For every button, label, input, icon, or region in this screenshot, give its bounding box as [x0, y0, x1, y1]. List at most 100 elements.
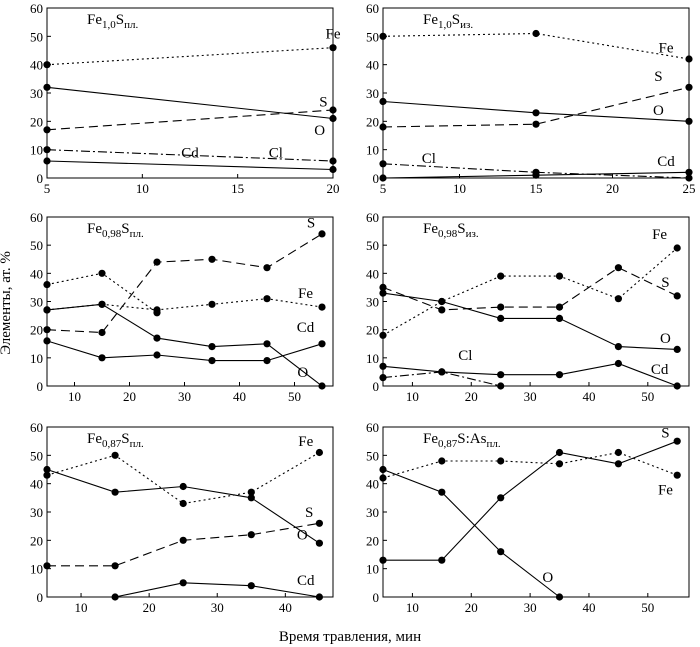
- series-line: [46, 86, 334, 120]
- y-tick-label: 60: [30, 210, 43, 225]
- data-point: [98, 269, 106, 277]
- y-tick-label: 40: [30, 477, 43, 492]
- data-point: [43, 337, 51, 345]
- series-label: Cl: [422, 151, 436, 167]
- data-point: [379, 556, 387, 564]
- x-tick-label: 25: [683, 181, 696, 196]
- series-label: Fe: [658, 482, 673, 498]
- x-tick-label: 20: [465, 600, 478, 615]
- data-point: [179, 579, 187, 587]
- series-line: [382, 247, 678, 336]
- data-point: [438, 306, 446, 314]
- data-point: [315, 539, 323, 547]
- series-line: [114, 582, 320, 598]
- y-tick-label: 40: [30, 58, 43, 73]
- series-line: [383, 440, 678, 561]
- data-point: [315, 448, 323, 457]
- data-point: [43, 306, 51, 314]
- data-point: [263, 264, 271, 272]
- y-tick-label: 0: [373, 590, 380, 605]
- data-point: [379, 374, 387, 382]
- data-point: [111, 562, 119, 570]
- y-tick-label: 10: [30, 351, 43, 366]
- x-tick-label: 30: [211, 600, 224, 615]
- data-point: [497, 272, 505, 280]
- series-label: S: [319, 95, 327, 111]
- x-tick-label: 40: [582, 389, 595, 404]
- data-point: [497, 494, 505, 502]
- y-tick-label: 50: [366, 29, 379, 44]
- series-label: Fe: [298, 434, 313, 450]
- data-point: [43, 326, 51, 334]
- data-point: [497, 314, 505, 322]
- y-tick-label: 20: [366, 114, 379, 129]
- data-point: [98, 300, 106, 308]
- series-label: Fe: [326, 27, 341, 43]
- series-line: [46, 298, 323, 311]
- x-tick-label: 20: [465, 389, 478, 404]
- x-tick-label: 20: [327, 181, 340, 196]
- y-tick-label: 40: [366, 266, 379, 281]
- y-tick-label: 30: [30, 86, 43, 101]
- data-point: [685, 117, 693, 125]
- data-point: [111, 593, 119, 601]
- y-tick-label: 20: [366, 323, 379, 338]
- series-label: Fe: [652, 227, 667, 243]
- y-tick-label: 60: [30, 420, 43, 435]
- panel-5: 0 10 20 30 40 50 60 10 20 30 40 Fe SO Cd Fe0,87Sпл.: [30, 420, 334, 615]
- data-point: [315, 519, 323, 527]
- x-tick-label: 20: [143, 600, 156, 615]
- data-point: [43, 146, 51, 154]
- data-point: [685, 168, 693, 176]
- y-tick-label: 10: [366, 143, 379, 158]
- x-tick-label: 30: [524, 389, 537, 404]
- data-point: [614, 295, 623, 303]
- y-tick-label: 60: [366, 420, 379, 435]
- series-label: O: [660, 331, 671, 347]
- y-tick-label: 20: [30, 114, 43, 129]
- x-tick-label: 40: [279, 600, 292, 615]
- series-label: S: [307, 216, 315, 232]
- series-label: O: [297, 528, 308, 544]
- data-point: [247, 488, 255, 496]
- data-point: [315, 593, 323, 601]
- data-point: [532, 171, 540, 179]
- data-point: [111, 451, 119, 459]
- y-tick-label: 10: [30, 143, 43, 158]
- x-tick-label: 50: [641, 600, 654, 615]
- series-line: [46, 149, 334, 162]
- series-line: [46, 160, 334, 171]
- data-point: [555, 460, 564, 468]
- data-point: [43, 83, 51, 91]
- x-tick-label: 40: [233, 389, 246, 404]
- series-line: [382, 267, 678, 311]
- y-tick-label: 20: [366, 533, 379, 548]
- data-point: [329, 106, 337, 114]
- x-tick-label: 50: [641, 389, 654, 404]
- data-point: [614, 264, 623, 272]
- data-point: [673, 244, 681, 252]
- y-tick-label: 10: [366, 562, 379, 577]
- x-tick-label: 40: [582, 600, 595, 615]
- y-tick-label: 10: [366, 351, 379, 366]
- data-point: [318, 382, 326, 390]
- series-label: Fe: [659, 41, 674, 57]
- plot-frame: [382, 216, 690, 387]
- y-tick-label: 0: [373, 379, 380, 394]
- data-point: [329, 114, 337, 123]
- x-tick-label: 30: [524, 600, 537, 615]
- y-tick-label: 30: [30, 505, 43, 520]
- y-tick-label: 40: [366, 477, 379, 492]
- data-point: [685, 83, 693, 91]
- data-point: [685, 174, 693, 182]
- data-point: [318, 230, 326, 238]
- series-label: Cd: [297, 320, 315, 336]
- series-line: [382, 86, 690, 128]
- data-point: [263, 340, 271, 348]
- data-point: [438, 556, 446, 564]
- plot-frame: [46, 216, 334, 387]
- y-tick-label: 50: [366, 448, 379, 463]
- y-tick-label: 50: [30, 238, 43, 253]
- data-point: [379, 97, 387, 106]
- data-point: [438, 457, 446, 465]
